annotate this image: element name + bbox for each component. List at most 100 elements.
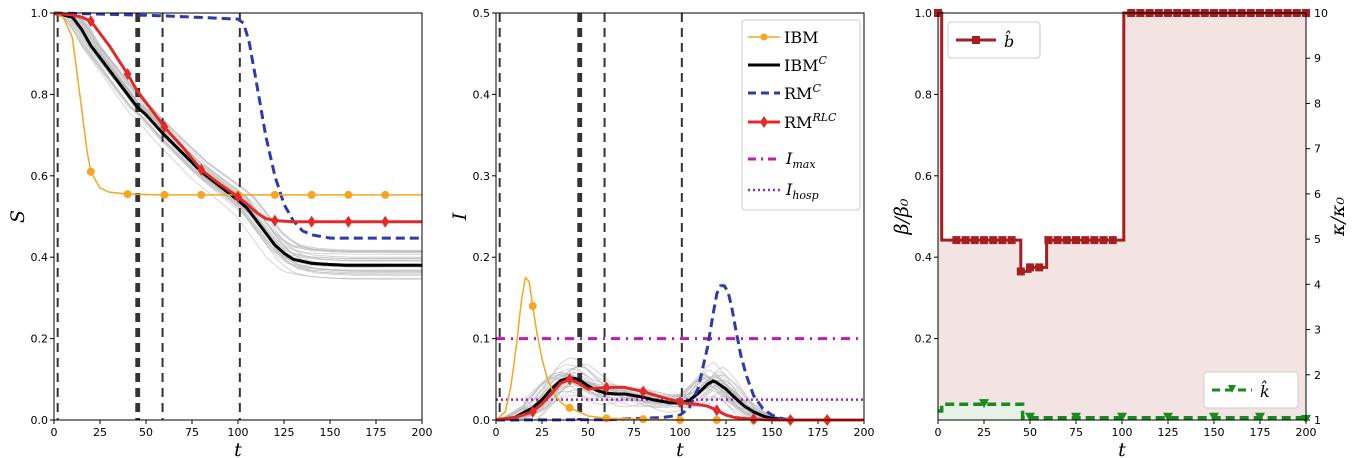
- k-hat-marker: [1163, 412, 1173, 422]
- legend-entry-ihosp: Ihosp: [748, 180, 819, 202]
- panel-i-chart: 0 25 50 75 100 125 150 175 200 0.0 0.1 0.2 0.3 0.4 0.5…: [449, 7, 875, 458]
- y-tick-label: 0.4: [473, 88, 491, 101]
- x-tick-label: 150: [762, 426, 783, 439]
- series-rmrlc-marker: [307, 215, 316, 228]
- x-tick-label: 75: [185, 426, 199, 439]
- b-hat-marker: [1090, 236, 1099, 245]
- svg-text:RMC: RMC: [784, 82, 821, 103]
- series-rmrlc-marker: [676, 396, 684, 409]
- series-ibm-marker: [123, 190, 132, 199]
- k-hat-marker: [1117, 412, 1127, 422]
- y2-tick-label: 7: [1314, 143, 1321, 156]
- plot-frame: [53, 12, 423, 421]
- b-hat-marker: [1016, 267, 1025, 276]
- plot-frame: [495, 12, 865, 421]
- y-tick-label: 0.0: [473, 414, 491, 427]
- x-tick-label: 50: [1023, 426, 1037, 439]
- y2-tick-label: 3: [1314, 324, 1321, 337]
- series-ibm-marker: [602, 414, 611, 423]
- y-tick-label: 1.0: [915, 7, 933, 20]
- y-axis-label: β/β₀: [891, 198, 913, 235]
- ensemble-run-line: [53, 14, 422, 279]
- x-tick-label: 25: [977, 426, 991, 439]
- series-ibm-marker: [381, 190, 390, 199]
- y2-axis-label: κ/κ₀: [1327, 197, 1349, 237]
- y-tick-label: 0.2: [473, 251, 491, 264]
- series-rmrlc-marker: [234, 190, 242, 203]
- y-axis-label: I: [449, 212, 471, 221]
- x-tick-label: 200: [854, 426, 875, 439]
- svg-text:Ihosp: Ihosp: [785, 180, 819, 202]
- panel-s-chart: 0 25 50 75 100 125 150 175 200 0.0 0.2 0.4 0.6 0.8 1.0…: [7, 7, 433, 458]
- y-tick-label: 0.8: [31, 88, 49, 101]
- x-tick-label: 50: [581, 426, 595, 439]
- b-hat-marker: [970, 236, 979, 245]
- y2-tick-label: 5: [1314, 233, 1321, 246]
- legend-entry-rmc: RMC: [748, 82, 821, 103]
- series-ibm-marker: [528, 302, 537, 311]
- series-rmrlc-marker: [381, 215, 390, 228]
- series-rmrlc-marker: [123, 68, 132, 81]
- x-tick-label: 100: [670, 426, 691, 439]
- legend-entry-rmrlc: RMRLC: [748, 111, 837, 132]
- x-tick-label: 100: [1112, 426, 1133, 439]
- y-axis-label: S: [7, 210, 29, 223]
- b-hat-marker: [961, 236, 970, 245]
- y2-tick-label: 2: [1314, 369, 1321, 382]
- legend-label-imax: I: [785, 149, 793, 168]
- ensemble-run-line: [53, 12, 422, 253]
- x-tick-label: 125: [1158, 426, 1179, 439]
- plot-frame: [937, 12, 1307, 421]
- b-hat-marker: [1026, 263, 1034, 272]
- legend-entry-ibmc: IBMC: [748, 54, 827, 75]
- y-tick-label: 0.8: [915, 88, 933, 101]
- x-tick-label: 0: [51, 426, 58, 439]
- legend-k-hat: k̂: [1203, 371, 1299, 409]
- panel-beta-kappa-chart: 0 25 50 75 100 125 150 175 2000.20.40.60.81.0tβ/…: [891, 7, 1349, 458]
- series-rmrlc-marker: [160, 120, 169, 133]
- legend-label-rmrlc: RM: [784, 113, 812, 132]
- y-tick-label: 0.4: [31, 251, 49, 264]
- y-tick-label: 0.4: [915, 251, 933, 264]
- y2-tick-label: 9: [1314, 52, 1321, 65]
- legend-label-k-hat: k̂: [1260, 381, 1270, 401]
- legend-label-ibmc: IBM: [784, 56, 818, 75]
- k-hat-marker: [1071, 412, 1081, 422]
- y-tick-label: 0.2: [915, 333, 933, 346]
- series-rmc-line: [53, 11, 423, 240]
- legend-label-rmc: RM: [784, 84, 812, 103]
- series-rmrlc-marker: [86, 15, 95, 28]
- svg-text:RMRLC: RMRLC: [784, 111, 837, 132]
- b-hat-marker: [1072, 236, 1080, 245]
- y-tick-label: 1.0: [31, 7, 49, 20]
- x-tick-label: 75: [1069, 426, 1083, 439]
- y2-tick-label: 10: [1314, 7, 1328, 20]
- b-hat-marker: [952, 236, 961, 245]
- x-tick-label: 150: [1204, 426, 1225, 439]
- series-rmrlc-marker: [344, 215, 353, 228]
- b-hat-fill: [938, 13, 1306, 420]
- x-tick-label: 25: [535, 426, 549, 439]
- svg-text:Imax: Imax: [785, 149, 816, 171]
- x-tick-label: 75: [627, 426, 641, 439]
- legend-sup-ibmc: C: [818, 54, 827, 67]
- y2-tick-label: 6: [1314, 188, 1321, 201]
- series-ibm-marker: [160, 190, 169, 199]
- k-hat-marker: [1209, 412, 1219, 422]
- k-hat-marker: [1025, 412, 1035, 422]
- b-hat-marker: [1035, 263, 1044, 272]
- series-ibm-marker: [307, 190, 316, 199]
- legend-b-hat: b̂: [947, 21, 1041, 59]
- legend-sub-imax: max: [792, 158, 816, 171]
- y-tick-label: 0.3: [473, 170, 491, 183]
- x-tick-label: 100: [228, 426, 249, 439]
- x-tick-label: 0: [493, 426, 500, 439]
- legend-entry-imax: Imax: [748, 149, 816, 171]
- x-tick-label: 200: [412, 426, 433, 439]
- y-tick-label: 0.5: [473, 7, 491, 20]
- series-rmrlc-marker: [565, 373, 574, 386]
- x-tick-label: 200: [1296, 426, 1317, 439]
- series-rmrlc-marker: [270, 214, 279, 227]
- series-rmrlc-marker: [197, 163, 206, 176]
